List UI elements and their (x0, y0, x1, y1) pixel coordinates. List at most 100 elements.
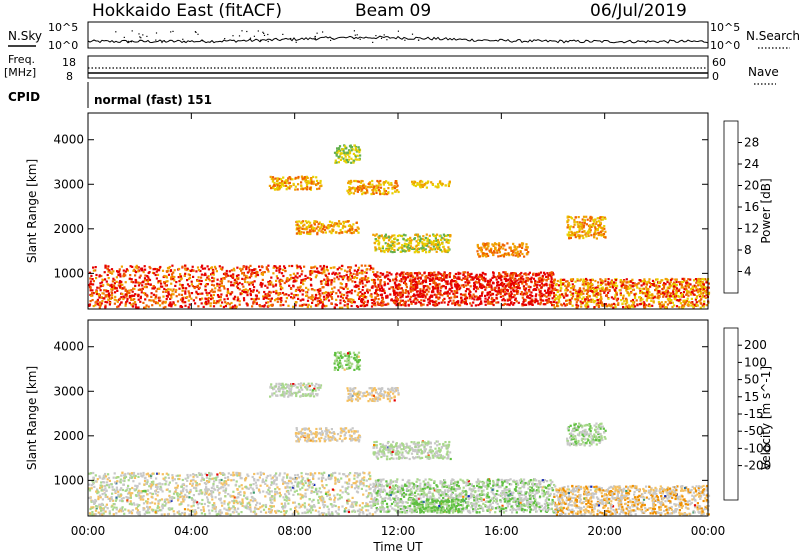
range-gate-cell (270, 177, 273, 181)
range-gate-cell (692, 305, 695, 308)
range-gate-cell (271, 176, 275, 179)
range-gate-cell (615, 285, 619, 288)
range-gate-cell (327, 292, 330, 295)
range-gate-cell (661, 305, 664, 308)
range-gate-cell (249, 281, 252, 284)
range-gate-cell (402, 233, 405, 236)
range-gate-cell (517, 301, 520, 304)
range-gate-cell (422, 246, 425, 249)
range-gate-cell (583, 218, 586, 221)
range-gate-cell (550, 278, 553, 281)
range-gate-cell (286, 279, 290, 282)
range-gate-cell (440, 301, 443, 304)
range-gate-cell (250, 290, 253, 293)
range-gate-cell (371, 302, 374, 305)
range-gate-cell (372, 233, 375, 236)
range-gate-cell (279, 283, 282, 286)
range-gate-cell (384, 233, 387, 236)
nave-tick-bottom: 0 (712, 70, 719, 83)
range-gate-cell (513, 278, 516, 281)
range-gate-cell (436, 285, 439, 288)
range-gate-cell (298, 227, 301, 230)
range-gate-cell (604, 283, 607, 286)
range-gate-cell (314, 298, 317, 301)
range-gate-cell (414, 280, 418, 283)
range-gate-cell (407, 299, 410, 302)
range-gate-cell (306, 176, 309, 180)
range-gate-cell (339, 302, 342, 305)
range-gate-cell (144, 292, 147, 295)
range-gate-cell (350, 149, 353, 152)
range-gate-cell (133, 287, 136, 290)
range-gate-cell (453, 294, 456, 297)
range-gate-cell (519, 293, 522, 296)
range-gate-cell (354, 154, 357, 157)
range-gate-cell (219, 304, 222, 307)
range-gate-cell (124, 508, 127, 511)
range-gate-cell (316, 187, 319, 191)
range-gate-cell (379, 179, 382, 183)
range-gate-cell (607, 291, 610, 294)
range-gate-cell (543, 289, 547, 292)
range-gate-cell (438, 272, 441, 275)
nsky-dot (282, 33, 284, 35)
range-gate-cell (685, 280, 688, 283)
range-gate-cell (286, 186, 289, 189)
range-gate-cell (354, 189, 357, 193)
range-gate-cell (439, 249, 442, 252)
range-gate-cell (397, 298, 400, 301)
range-gate-cell (170, 296, 173, 299)
range-gate-cell (285, 179, 288, 182)
range-gate-cell (657, 296, 660, 299)
range-gate-cell (388, 271, 391, 274)
range-gate-cell (492, 272, 495, 275)
range-gate-cell (303, 177, 306, 180)
range-gate-cell (495, 294, 498, 297)
range-gate-cell (374, 296, 377, 299)
range-gate-cell (289, 178, 292, 181)
range-gate-cell (362, 186, 366, 190)
range-gate-cell (88, 303, 92, 306)
range-gate-cell (355, 276, 359, 280)
range-gate-cell (678, 288, 681, 291)
range-gate-cell (497, 301, 500, 304)
range-gate-cell (626, 287, 629, 291)
range-gate-cell (441, 182, 444, 186)
range-gate-cell (343, 151, 346, 155)
range-gate-cell (276, 300, 279, 303)
range-gate-cell (322, 286, 325, 289)
range-gate-cell (701, 287, 704, 290)
range-gate-cell (652, 282, 655, 286)
range-gate-cell (459, 304, 462, 307)
range-gate-cell (602, 232, 606, 236)
range-gate-cell (446, 234, 449, 237)
range-gate-cell (326, 277, 329, 280)
range-gate-cell (520, 291, 523, 294)
range-gate-cell (423, 299, 426, 302)
range-gate-cell (243, 278, 246, 281)
nsky-dot (418, 39, 420, 41)
range-gate-cell (313, 220, 316, 223)
range-gate-cell (211, 268, 215, 271)
range-gate-cell (342, 287, 345, 290)
range-gate-cell (226, 289, 230, 292)
range-gate-cell (431, 272, 434, 275)
range-gate-cell (348, 193, 351, 196)
range-gate-cell (169, 303, 172, 306)
range-gate-cell (257, 291, 261, 294)
range-gate-cell (191, 268, 194, 271)
range-gate-cell (186, 283, 190, 286)
range-gate-cell (298, 288, 301, 292)
range-gate-cell (650, 294, 653, 297)
range-gate-cell (675, 284, 678, 287)
range-gate-cell (580, 302, 583, 305)
range-gate-cell (675, 305, 679, 308)
range-gate-cell (296, 276, 299, 279)
range-gate-cell (89, 289, 92, 292)
range-gate-cell (584, 298, 587, 301)
range-gate-cell (677, 299, 681, 302)
range-gate-cell (353, 269, 356, 272)
range-gate-cell (265, 297, 268, 300)
range-gate-cell (396, 300, 399, 303)
range-gate-cell (468, 295, 471, 298)
